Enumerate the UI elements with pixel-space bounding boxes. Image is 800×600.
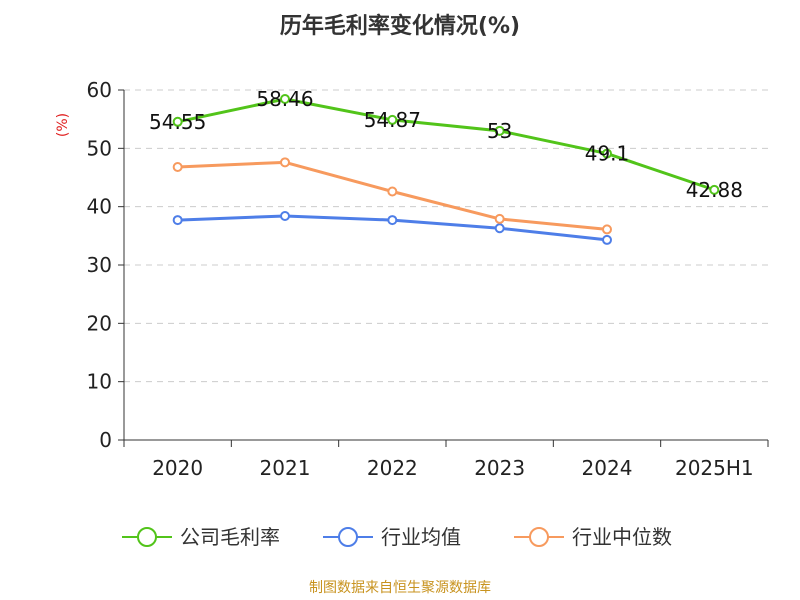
legend-item-1: 公司毛利率 — [122, 525, 280, 549]
x-tick-label: 2025H1 — [675, 456, 754, 480]
data-point — [387, 114, 398, 125]
y-tick-label: 0 — [99, 428, 112, 452]
data-point — [709, 184, 720, 195]
axes: 0 10 20 30 40 50 60 2020 2021 2022 2023 2024 2025H1 — [87, 78, 769, 480]
legend-label: 公司毛利率 — [180, 525, 280, 549]
legend-item-3: 行业中位数 — [514, 525, 672, 549]
legend-marker — [529, 527, 549, 547]
y-axis-unit: (%) — [55, 113, 71, 137]
data-label: 42.88 — [686, 178, 743, 202]
y-tick-label: 50 — [87, 136, 112, 160]
legend: 公司毛利率 行业均值 行业中位数 — [122, 525, 672, 549]
chart-title: 历年毛利率变化情况(%) — [280, 13, 520, 39]
legend-label: 行业均值 — [381, 525, 461, 549]
data-label: 53 — [487, 119, 512, 143]
x-tick-label: 2021 — [260, 456, 311, 480]
data-point — [602, 234, 612, 245]
data-point — [172, 116, 183, 127]
legend-label: 行业中位数 — [572, 525, 672, 549]
y-tick-label: 40 — [87, 195, 112, 219]
data-label: 49.1 — [585, 142, 630, 166]
data-point — [387, 215, 398, 226]
data-label: 58.46 — [256, 87, 313, 111]
data-point — [280, 157, 290, 168]
series-2 — [172, 211, 612, 245]
data-point — [494, 125, 505, 136]
data-point — [387, 186, 398, 197]
x-tick-label: 2024 — [582, 456, 633, 480]
series-1 — [172, 93, 720, 195]
data-label: 54.87 — [364, 108, 421, 132]
data-point — [280, 93, 290, 104]
y-tick-label: 10 — [87, 370, 112, 394]
x-tick-label: 2023 — [474, 456, 525, 480]
data-point — [494, 223, 505, 234]
y-tick-label: 60 — [87, 78, 112, 102]
y-tick-label: 20 — [87, 311, 112, 335]
legend-marker — [338, 527, 358, 547]
data-labels: 54.55 58.46 54.87 53 49.1 42.88 — [149, 87, 743, 202]
grid — [124, 89, 768, 383]
data-label: 54.55 — [149, 110, 206, 134]
data-point — [280, 211, 290, 221]
data-point — [494, 213, 505, 224]
x-tick-label: 2022 — [367, 456, 418, 480]
source-note: 制图数据来自恒生聚源数据库 — [309, 580, 491, 596]
data-point — [172, 162, 183, 172]
x-tick-label: 2020 — [152, 456, 203, 480]
data-point — [602, 148, 612, 159]
legend-marker — [137, 527, 157, 547]
data-point — [602, 224, 612, 235]
series-3 — [172, 157, 612, 235]
legend-item-2: 行业均值 — [323, 525, 461, 549]
data-point — [172, 215, 183, 226]
series — [172, 93, 720, 245]
series-line — [177, 97, 715, 192]
y-tick-label: 30 — [87, 253, 112, 277]
